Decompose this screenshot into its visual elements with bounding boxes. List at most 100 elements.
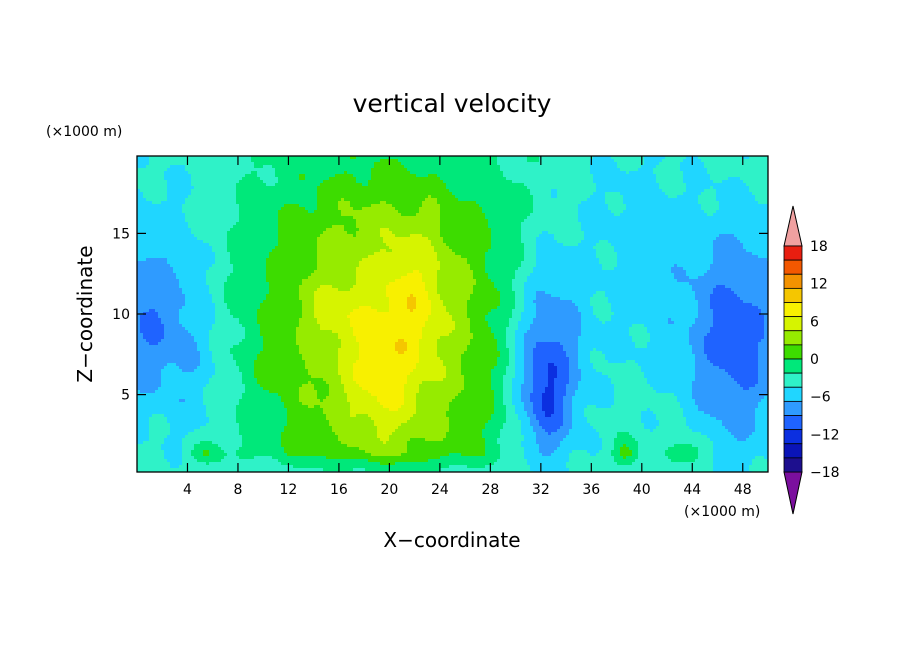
- contour-cell: [476, 216, 480, 220]
- contour-cell: [437, 177, 441, 181]
- contour-cell: [536, 177, 540, 181]
- contour-cell: [140, 159, 144, 163]
- contour-cell: [323, 207, 327, 211]
- contour-cell: [575, 159, 579, 163]
- contour-cell: [464, 219, 468, 223]
- contour-cell: [392, 180, 396, 184]
- contour-cell: [722, 213, 726, 217]
- contour-cell: [251, 225, 255, 229]
- contour-cell: [197, 174, 201, 178]
- contour-cell: [224, 174, 228, 178]
- contour-cell: [686, 180, 690, 184]
- contour-cell: [290, 162, 294, 166]
- contour-cell: [476, 213, 480, 217]
- contour-cell: [662, 222, 666, 226]
- contour-cell: [251, 165, 255, 169]
- contour-cell: [746, 219, 750, 223]
- contour-cell: [455, 180, 459, 184]
- contour-cell: [668, 162, 672, 166]
- contour-cell: [392, 177, 396, 181]
- contour-cell: [734, 159, 738, 163]
- contour-cell: [422, 225, 426, 229]
- contour-cell: [272, 201, 276, 205]
- contour-cell: [608, 159, 612, 163]
- contour-cell: [248, 225, 252, 229]
- contour-cell: [326, 177, 330, 181]
- contour-cell: [311, 183, 315, 187]
- contour-cell: [227, 210, 231, 214]
- contour-cell: [575, 222, 579, 226]
- contour-cell: [506, 156, 510, 160]
- contour-cell: [176, 222, 180, 226]
- contour-cell: [377, 216, 381, 220]
- contour-cell: [326, 168, 330, 172]
- contour-cell: [287, 168, 291, 172]
- contour-cell: [677, 204, 681, 208]
- contour-cell: [656, 183, 660, 187]
- contour-cell: [473, 192, 477, 196]
- contour-cell: [590, 177, 594, 181]
- contour-cell: [176, 180, 180, 184]
- contour-cell: [275, 201, 279, 205]
- contour-cell: [506, 213, 510, 217]
- contour-cell: [224, 186, 228, 190]
- contour-cell: [140, 192, 144, 196]
- contour-cell: [413, 207, 417, 211]
- contour-cell: [557, 186, 561, 190]
- contour-cell: [383, 162, 387, 166]
- contour-cell: [365, 207, 369, 211]
- contour-cell: [293, 177, 297, 181]
- contour-cell: [410, 156, 414, 160]
- contour-cell: [455, 195, 459, 199]
- contour-cell: [350, 168, 354, 172]
- contour-cell: [158, 159, 162, 163]
- contour-cell: [434, 156, 438, 160]
- contour-cell: [269, 225, 273, 229]
- contour-cell: [488, 219, 492, 223]
- contour-cell: [341, 210, 345, 214]
- contour-cell: [284, 183, 288, 187]
- contour-cell: [731, 156, 735, 160]
- contour-cell: [674, 183, 678, 187]
- contour-cell: [644, 210, 648, 214]
- contour-cell: [641, 183, 645, 187]
- contour-cell: [230, 219, 234, 223]
- contour-cell: [686, 192, 690, 196]
- contour-cell: [509, 219, 513, 223]
- contour-cell: [179, 168, 183, 172]
- contour-cell: [698, 174, 702, 178]
- contour-cell: [329, 192, 333, 196]
- contour-cell: [173, 222, 177, 226]
- contour-cell: [239, 207, 243, 211]
- contour-cell: [695, 168, 699, 172]
- contour-cell: [548, 177, 552, 181]
- contour-cell: [638, 156, 642, 160]
- contour-cell: [668, 201, 672, 205]
- contour-cell: [734, 174, 738, 178]
- contour-cell: [653, 159, 657, 163]
- contour-cell: [395, 183, 399, 187]
- contour-cell: [509, 171, 513, 175]
- contour-cell: [596, 222, 600, 226]
- contour-cell: [512, 198, 516, 202]
- contour-cell: [530, 174, 534, 178]
- contour-cell: [386, 180, 390, 184]
- contour-cell: [209, 222, 213, 226]
- contour-cell: [155, 162, 159, 166]
- contour-cell: [734, 156, 738, 160]
- contour-cell: [533, 165, 537, 169]
- contour-cell: [491, 165, 495, 169]
- contour-cell: [518, 210, 522, 214]
- contour-cell: [692, 192, 696, 196]
- contour-cell: [752, 162, 756, 166]
- contour-cell: [308, 198, 312, 202]
- contour-cell: [566, 204, 570, 208]
- contour-cell: [137, 201, 141, 205]
- contour-cell: [344, 192, 348, 196]
- contour-cell: [179, 216, 183, 220]
- contour-cell: [308, 210, 312, 214]
- contour-cell: [536, 195, 540, 199]
- contour-cell: [656, 186, 660, 190]
- contour-cell: [311, 180, 315, 184]
- contour-cell: [257, 207, 261, 211]
